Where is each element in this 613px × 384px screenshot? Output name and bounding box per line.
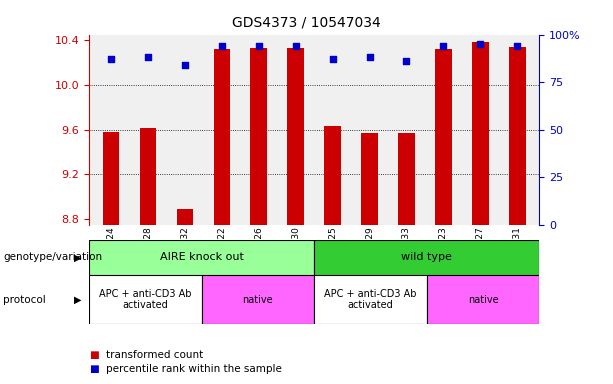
Bar [472,42,489,225]
Text: ▶: ▶ [74,295,82,305]
Text: APC + anti-CD3 Ab
activated: APC + anti-CD3 Ab activated [324,289,417,310]
Text: AIRE knock out: AIRE knock out [159,252,243,262]
Bar [427,275,539,324]
Point [512,43,522,49]
Text: native: native [243,295,273,305]
Point [365,54,375,60]
Bar [103,132,120,225]
Point [291,43,300,49]
Bar [509,47,525,225]
Text: GDS4373 / 10547034: GDS4373 / 10547034 [232,15,381,29]
Bar [89,240,314,275]
Bar [140,129,156,225]
Text: ■: ■ [89,364,99,374]
Point [438,43,448,49]
Text: ■: ■ [89,350,99,360]
Text: protocol: protocol [3,295,46,305]
Bar [89,275,202,324]
Point [217,43,227,49]
Point [143,54,153,60]
Bar [177,209,193,225]
Bar [361,133,378,225]
Point [254,43,264,49]
Text: percentile rank within the sample: percentile rank within the sample [106,364,282,374]
Point [476,41,485,47]
Text: genotype/variation: genotype/variation [3,252,102,262]
Bar [213,49,230,225]
Text: APC + anti-CD3 Ab
activated: APC + anti-CD3 Ab activated [99,289,191,310]
Bar [314,275,427,324]
Text: native: native [468,295,498,305]
Bar [202,275,314,324]
Bar [398,133,415,225]
Text: ▶: ▶ [74,252,82,262]
Bar [287,48,304,225]
Text: wild type: wild type [402,252,452,262]
Text: transformed count: transformed count [106,350,204,360]
Bar [251,48,267,225]
Bar [324,126,341,225]
Point [402,58,411,64]
Point [180,62,190,68]
Bar [314,240,539,275]
Point [106,56,116,62]
Bar [435,49,452,225]
Point [328,56,338,62]
